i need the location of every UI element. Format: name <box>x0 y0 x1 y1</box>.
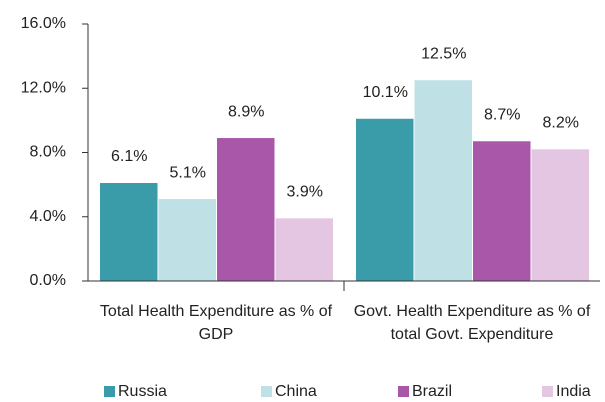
bar <box>275 218 333 281</box>
y-tick-label: 0.0% <box>30 272 66 289</box>
y-tick-label: 12.0% <box>21 79 66 96</box>
legend-swatch <box>104 386 115 397</box>
y-tick-label: 16.0% <box>21 15 66 32</box>
bar <box>531 149 589 281</box>
legend-label: India <box>556 383 591 400</box>
data-label: 8.2% <box>543 115 579 132</box>
x-tick-label: Total Health Expenditure as % of GDP <box>99 303 333 343</box>
data-label: 10.1% <box>363 84 408 101</box>
bar <box>414 80 472 281</box>
y-tick-label: 4.0% <box>30 208 66 225</box>
y-tick-label: 8.0% <box>30 144 66 161</box>
bar <box>158 199 216 281</box>
legend-label: Brazil <box>412 383 452 400</box>
data-label: 3.9% <box>287 184 323 201</box>
data-label: 12.5% <box>421 45 466 62</box>
legend-swatch <box>542 386 553 397</box>
bar <box>473 141 531 281</box>
legend-label: Russia <box>118 383 167 400</box>
bar <box>217 138 275 281</box>
legend-label: China <box>275 383 317 400</box>
data-label: 6.1% <box>111 148 147 165</box>
data-label: 5.1% <box>170 164 206 181</box>
bar <box>100 183 158 281</box>
bar <box>356 118 414 281</box>
legend-swatch <box>261 386 272 397</box>
legend-swatch <box>398 386 409 397</box>
x-tick-label: Govt. Health Expenditure as % of total G… <box>353 303 591 343</box>
data-label: 8.9% <box>228 103 264 120</box>
data-label: 8.7% <box>484 106 520 123</box>
